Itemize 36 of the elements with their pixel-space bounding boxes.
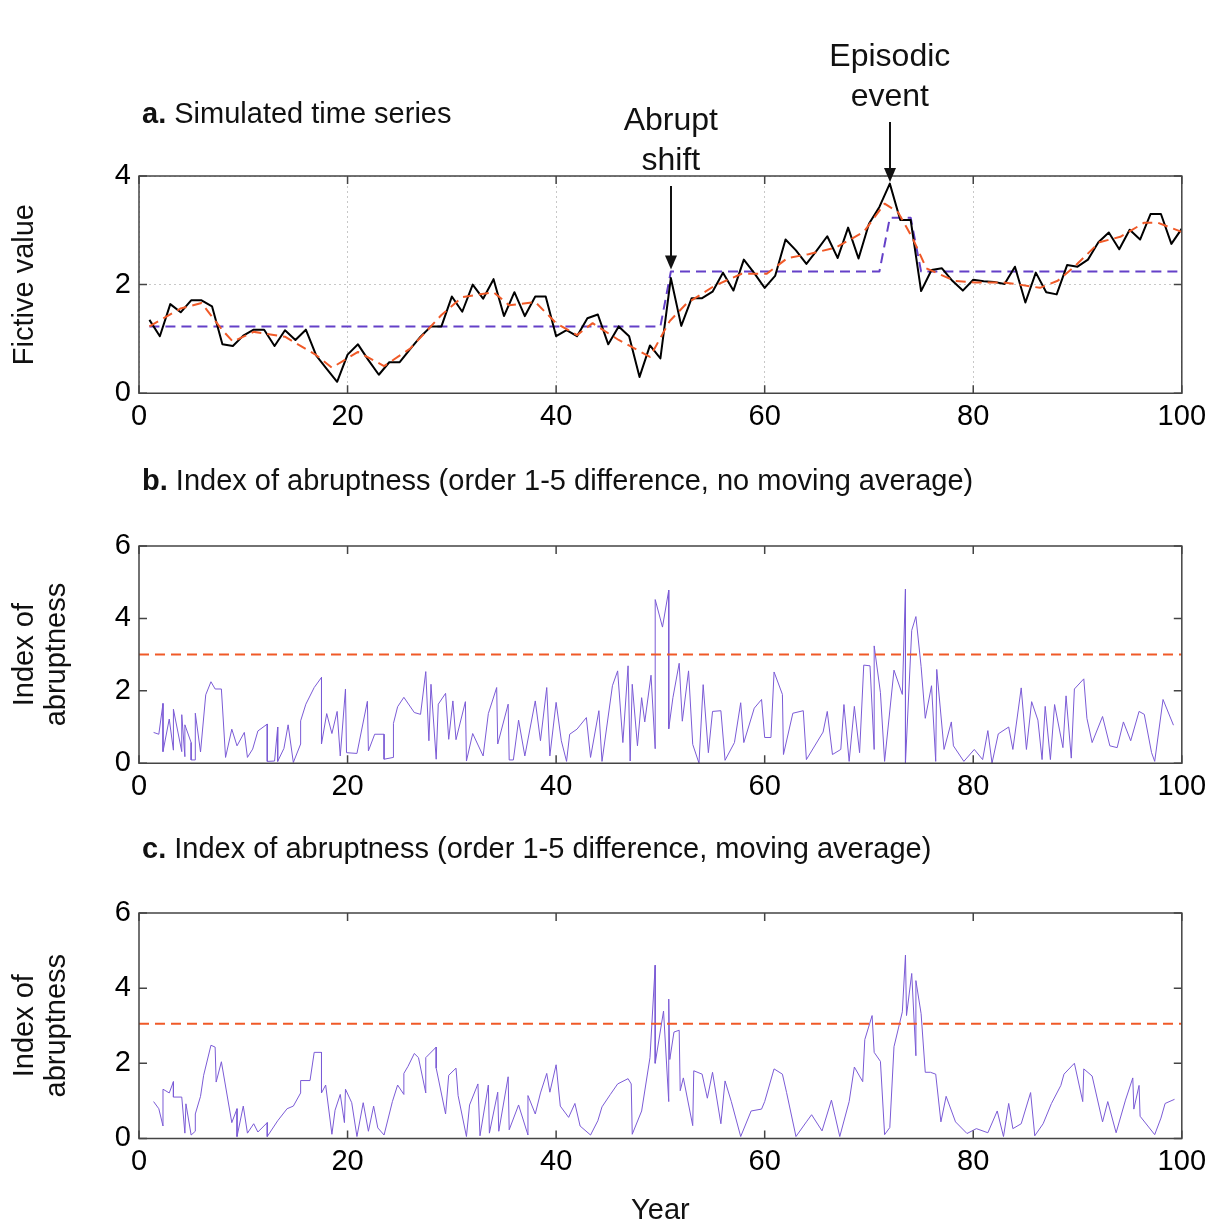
x-tick-label: 80 [957, 1143, 990, 1176]
y-axis-title: Index of abruptness [6, 582, 71, 727]
y-tick-label: 2 [114, 672, 131, 705]
y-tick-label: 2 [114, 266, 131, 299]
y-tick-label: 4 [114, 970, 131, 1003]
x-tick-label: 20 [331, 768, 364, 801]
x-tick-label: 40 [539, 1143, 573, 1176]
x-tick-label: 100 [1157, 398, 1206, 431]
y-tick-label: 6 [114, 528, 131, 560]
x-tick-label: 100 [1157, 1143, 1206, 1176]
x-tick-label: 80 [957, 768, 990, 801]
x-tick-label: 40 [539, 398, 573, 431]
y-axis-title: Index of abruptness [6, 953, 71, 1098]
annotation: Episodic event [829, 36, 951, 113]
line-series [148, 202, 1182, 369]
x-tick-label: 20 [331, 1143, 364, 1176]
x-tick-label: 60 [748, 1143, 781, 1176]
x-tick-label: 100 [1157, 768, 1206, 801]
y-tick-label: 0 [114, 745, 131, 778]
y-tick-label: 4 [114, 600, 131, 633]
y-tick-label: 0 [114, 375, 131, 408]
x-tick-label: 40 [539, 768, 573, 801]
y-tick-label: 6 [114, 895, 131, 927]
y-axis-title: Fictive value [6, 204, 39, 366]
x-tick-label: 60 [748, 398, 781, 431]
y-tick-label: 0 [114, 1120, 131, 1153]
chart-title: c. Index of abruptness (order 1-5 difference, moving average) [142, 832, 932, 865]
annotation: Abrupt shift [623, 101, 719, 177]
x-tick-label: 60 [748, 768, 781, 801]
chart-title: b. Index of abruptness (order 1-5 difference, no moving average) [142, 464, 974, 497]
chart-title: a. Simulated time series [142, 97, 452, 130]
y-tick-label: 2 [114, 1045, 131, 1078]
x-tick-label: 20 [331, 398, 364, 431]
x-axis-title: Year [631, 1192, 691, 1225]
y-tick-label: 4 [114, 158, 131, 190]
x-tick-label: 80 [957, 398, 990, 431]
